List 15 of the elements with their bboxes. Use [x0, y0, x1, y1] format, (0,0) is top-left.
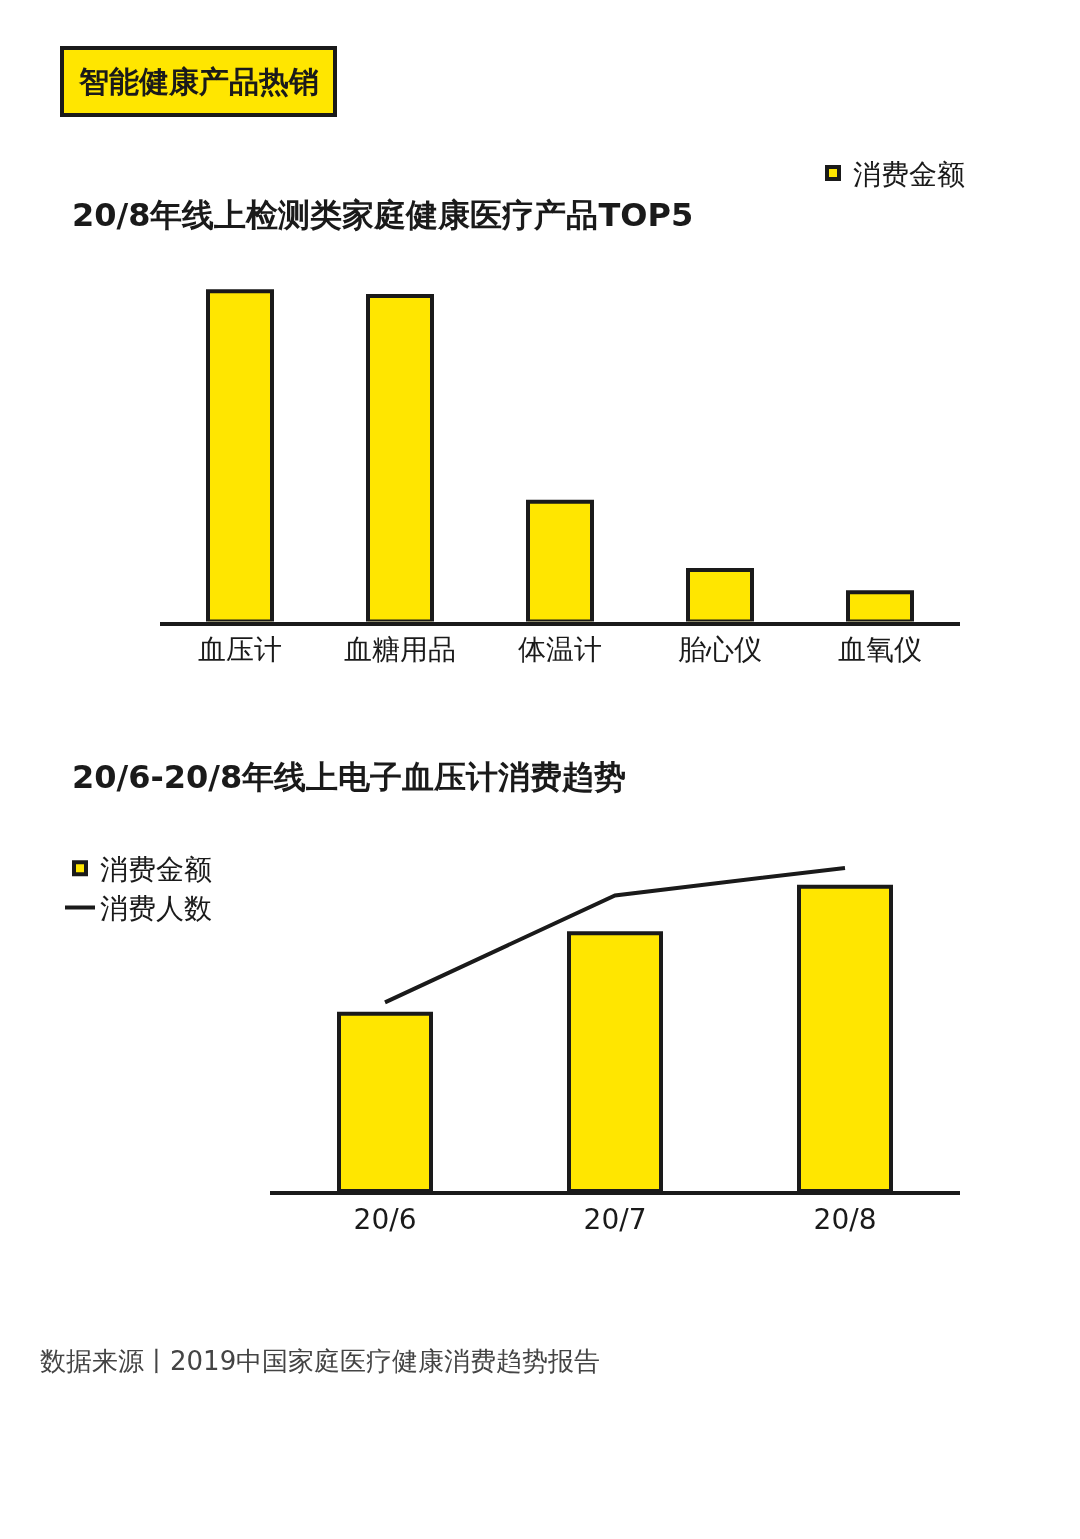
x-tick-label: 20/6	[353, 1202, 417, 1236]
x-tick-label: 血压计	[198, 633, 282, 667]
x-tick-label: 胎心仪	[678, 633, 762, 667]
chart-title: 20/8年线上检测类家庭健康医疗产品TOP5	[72, 196, 694, 234]
legend-label: 消费人数	[100, 892, 212, 926]
x-tick-label: 体温计	[518, 633, 602, 667]
x-tick-label: 血糖用品	[344, 633, 456, 667]
text: 数据来源丨2019中国家庭医疗健康消费趋势报告	[40, 1346, 601, 1376]
legend-label: 消费金额	[100, 853, 212, 887]
x-tick-label: 20/8	[813, 1202, 877, 1236]
x-tick-label: 血氧仪	[838, 633, 922, 667]
legend-label: 消费金额	[853, 157, 965, 191]
chart-title: 20/6-20/8年线上电子血压计消费趋势	[72, 758, 627, 796]
x-tick-label: 20/7	[583, 1202, 647, 1236]
text: 智能健康产品热销	[78, 64, 319, 99]
